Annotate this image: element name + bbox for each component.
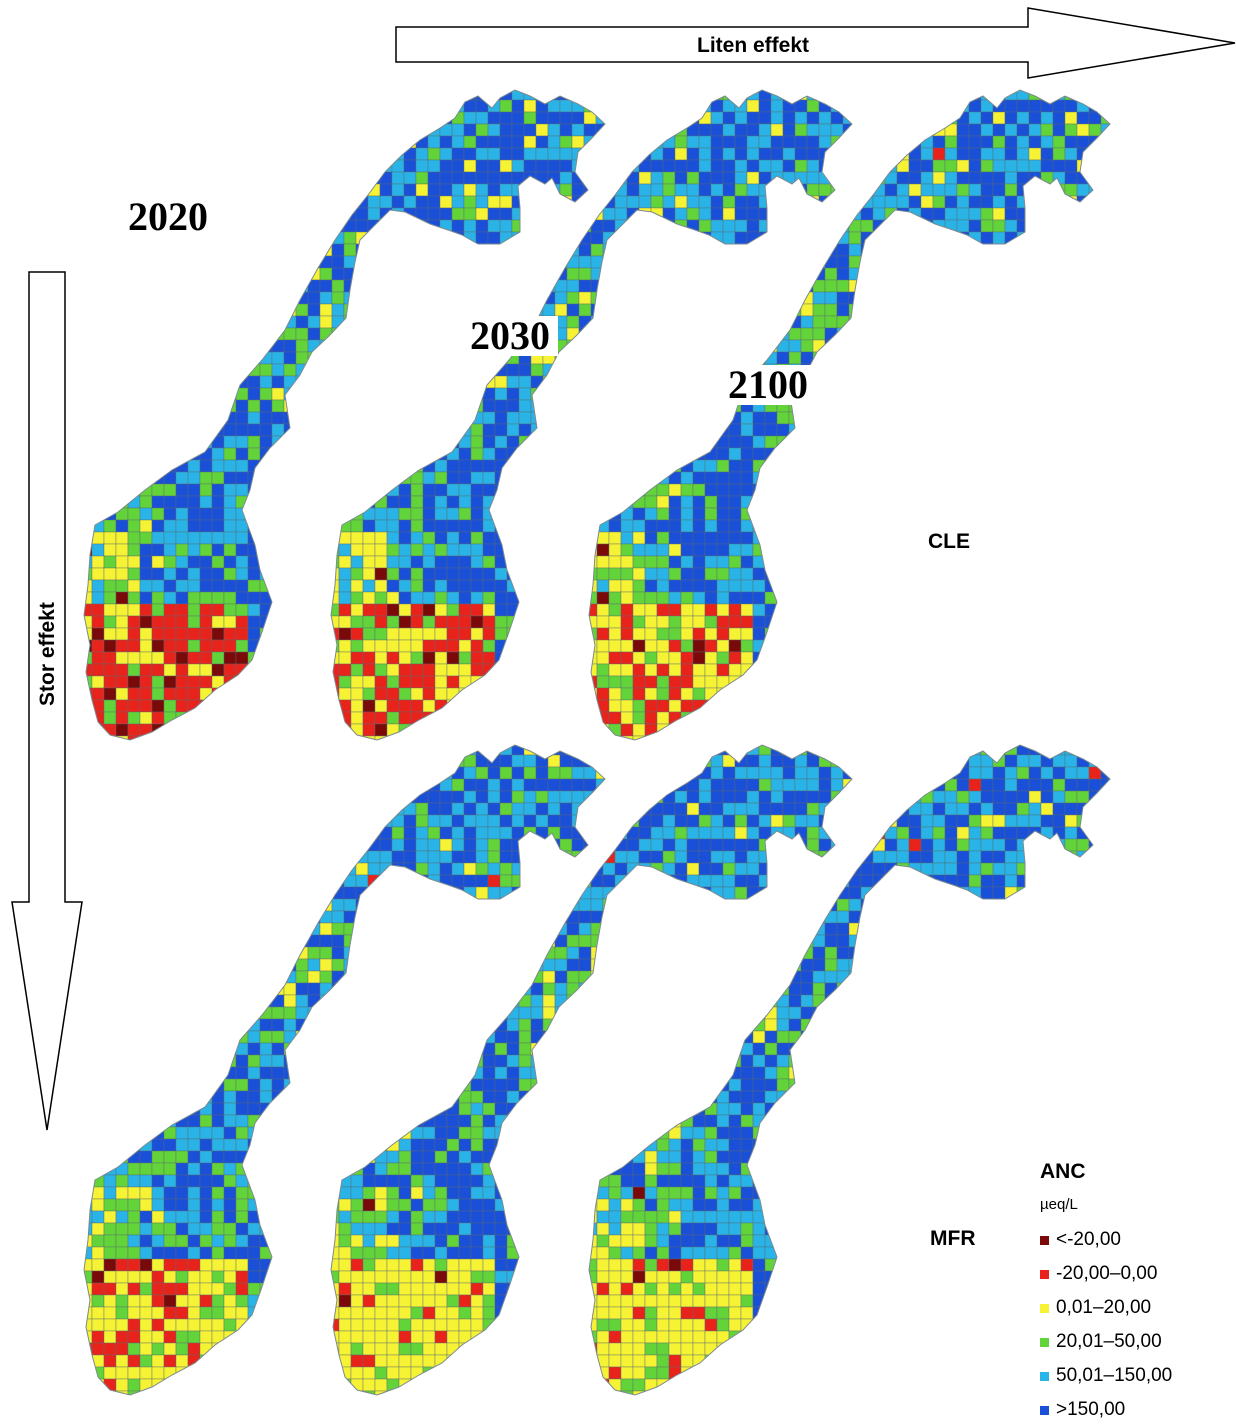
legend: ANC µeq/L <-20,00 -20,00–0,00 0,01–20,00 20… [1040,1160,1230,1427]
legend-item: 20,01–50,00 [1040,1325,1230,1359]
legend-item: <-20,00 [1040,1223,1230,1257]
legend-swatch [1040,1303,1049,1313]
year-label-2020: 2020 [128,194,208,239]
arrow-right [395,7,1236,79]
legend-swatch [1040,1337,1049,1347]
legend-label: 50,01–150,00 [1056,1365,1173,1386]
legend-label: -20,00–0,00 [1056,1263,1158,1284]
legend-swatch [1040,1269,1049,1279]
legend-item: 0,01–20,00 [1040,1291,1230,1325]
arrow-down-shape [11,271,83,1131]
year-label-2100: 2100 [722,365,814,405]
arrow-down [11,271,83,1131]
legend-swatch [1040,1235,1049,1245]
legend-label: >150,00 [1056,1399,1126,1420]
legend-item: >150,00 [1040,1393,1230,1427]
legend-swatch [1040,1371,1049,1381]
legend-items: <-20,00 -20,00–0,00 0,01–20,00 20,01–50,00 5… [1040,1223,1230,1427]
legend-title: ANC [1040,1160,1086,1183]
legend-unit: µeq/L [1040,1196,1078,1213]
legend-item: 50,01–150,00 [1040,1359,1230,1393]
legend-label: 20,01–50,00 [1056,1331,1162,1352]
legend-label: <-20,00 [1056,1229,1121,1250]
arrow-down-label: Stor effekt [36,602,59,706]
legend-label: 0,01–20,00 [1056,1297,1152,1318]
arrow-right-shape [395,7,1236,79]
scenario-label-mfr: MFR [930,1227,976,1250]
scenario-label-cle: CLE [928,530,970,553]
year-label-2030: 2030 [462,316,558,356]
arrow-right-label: Liten effekt [697,34,810,57]
legend-item: -20,00–0,00 [1040,1257,1230,1291]
